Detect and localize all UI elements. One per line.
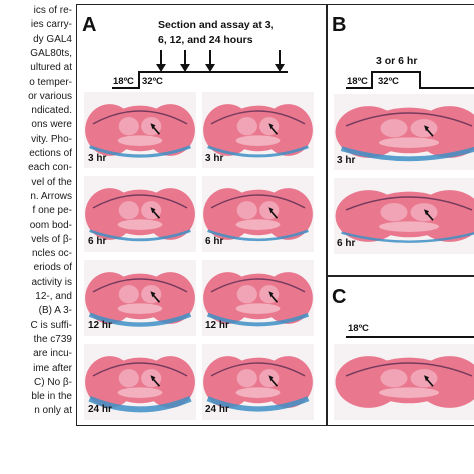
caption-line: ble in the (31, 391, 72, 403)
brain-slice-image (202, 260, 314, 336)
caption-line: C) No β- (34, 376, 72, 388)
panel-b-temp-high: 32ºC (378, 76, 399, 87)
panel-b-temp-low: 18ºC (347, 76, 368, 87)
brain-slice-image (84, 92, 196, 168)
figure-caption-fragment: ics of re-ies carry-dy GAL4 GAL80ts, ultur… (0, 0, 74, 420)
panel-b-time-label: 3 hr (337, 155, 356, 166)
panel-a-time-label: 12 hr (88, 320, 112, 331)
brain-slice-image (334, 344, 474, 420)
panel-a-time-label: 3 hr (88, 153, 107, 164)
panel-b-letter: B (332, 14, 347, 36)
caption-line: each con- (28, 162, 72, 174)
caption-line: the c739 (33, 333, 72, 345)
panel-c-letter: C (332, 286, 347, 308)
caption-line: vel of the (31, 176, 72, 188)
caption-line: ections of (29, 148, 72, 159)
panel-a-timeline-title-1: Section and assay at 3, (158, 19, 274, 31)
brain-slice-image (202, 176, 314, 252)
brain-slice-image (334, 94, 474, 170)
caption-line: ndicated. (31, 105, 72, 117)
panel-a-time-label: 12 hr (205, 320, 229, 331)
caption-line: 12-, and (35, 291, 72, 302)
caption-line: activity is (31, 276, 72, 288)
panel-a-temp-high: 32ºC (142, 76, 163, 87)
panel-a-time-label: 6 hr (205, 236, 224, 247)
caption-line: ies carry- (30, 19, 72, 31)
panel-c-frame (326, 276, 474, 426)
panel-a-timeline-title-2: 6, 12, and 24 hours (158, 34, 253, 46)
brain-slice-image (202, 92, 314, 168)
panel-a-time-label: 6 hr (88, 236, 107, 247)
caption-line: vels of β- (31, 233, 72, 245)
brain-slice-image (334, 178, 474, 254)
caption-line: (B) A 3- (38, 305, 72, 317)
caption-line: dy GAL4 (33, 33, 72, 45)
panel-b-time-label: 6 hr (337, 238, 356, 249)
caption-line: eriods of (33, 262, 72, 274)
caption-line: o temper- (29, 76, 72, 88)
caption-line: vity. Pho- (31, 133, 72, 145)
caption-line: C is suffi- (30, 319, 73, 331)
caption-line: GAL80ts, (30, 47, 72, 59)
caption-line: ics of re- (33, 5, 72, 16)
brain-slice-image (84, 176, 196, 252)
panel-a-time-label: 24 hr (205, 404, 229, 415)
caption-line: f one pe- (32, 205, 72, 217)
caption-line: n only at (34, 405, 72, 417)
panel-b-frame (326, 4, 474, 276)
brain-slice-image (84, 260, 196, 336)
caption-line: or various (28, 90, 72, 102)
panel-a-time-label: 24 hr (88, 404, 112, 415)
panel-a-temp-low: 18ºC (113, 76, 134, 87)
panel-a-letter: A (82, 14, 97, 36)
caption-line: ncles oc- (31, 248, 72, 260)
caption-line: ime after (33, 362, 72, 374)
caption-line: are incu- (33, 348, 72, 360)
caption-line: n. Arrows (30, 190, 72, 202)
brain-slice-image (202, 344, 314, 420)
panel-a-frame (76, 4, 328, 426)
panel-b-timeline-title: 3 or 6 hr (376, 55, 418, 67)
brain-slice-image (84, 344, 196, 420)
panel-c-temp: 18ºC (348, 323, 369, 334)
caption-line: ons were (31, 119, 72, 131)
panel-a-time-label: 3 hr (205, 153, 224, 164)
caption-line: ultured at (30, 62, 72, 74)
caption-line: oom bod- (29, 219, 72, 231)
